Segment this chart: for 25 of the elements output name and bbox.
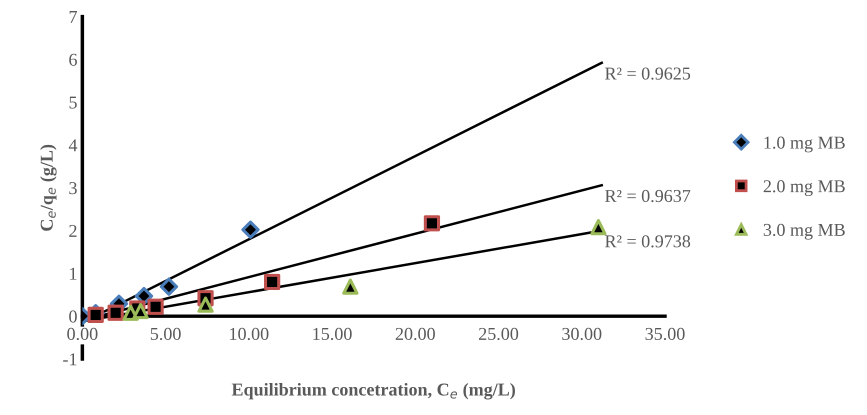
annotation: R² = 0.9625 [605, 67, 690, 80]
annotation: R² = 0.9637 [605, 190, 690, 202]
y-tick-label: 3 [69, 182, 77, 194]
x-tick-label: 0.00 [67, 328, 98, 340]
x-tick-label: 20.00 [396, 328, 435, 340]
annotation: R² = 0.9738 [605, 235, 690, 248]
y-tick-label: 6 [69, 54, 77, 66]
y-tick-label: 1 [70, 268, 76, 280]
y-tick-label: 7 [70, 11, 77, 23]
x-axis-title: Equilibrium concetration, C$_{e}$ (mg/L) [232, 382, 515, 400]
x-tick-label: 15.00 [313, 328, 352, 340]
y-tick-label: -1 [63, 353, 76, 366]
x-tick-label: 30.00 [562, 328, 602, 340]
y-tick-label: 5 [70, 96, 77, 109]
y-tick-label: 4 [68, 139, 78, 152]
legend-label: 2.0 mg MB [764, 180, 845, 196]
x-tick-label: 25.00 [479, 328, 518, 340]
y-tick-label: 2 [69, 224, 77, 237]
y-tick-label: 0 [69, 310, 77, 323]
x-tick-label: 5.00 [150, 328, 181, 340]
x-tick-label: 35.00 [646, 328, 685, 340]
x-tick-label: 10.00 [230, 328, 268, 340]
legend-label: 3.0 mg MB [764, 224, 845, 240]
y-axis-title: C$_{e}$/q$_{e}$ (g/L) [40, 144, 57, 231]
legend-label: 1.0 mg MB [764, 136, 845, 152]
